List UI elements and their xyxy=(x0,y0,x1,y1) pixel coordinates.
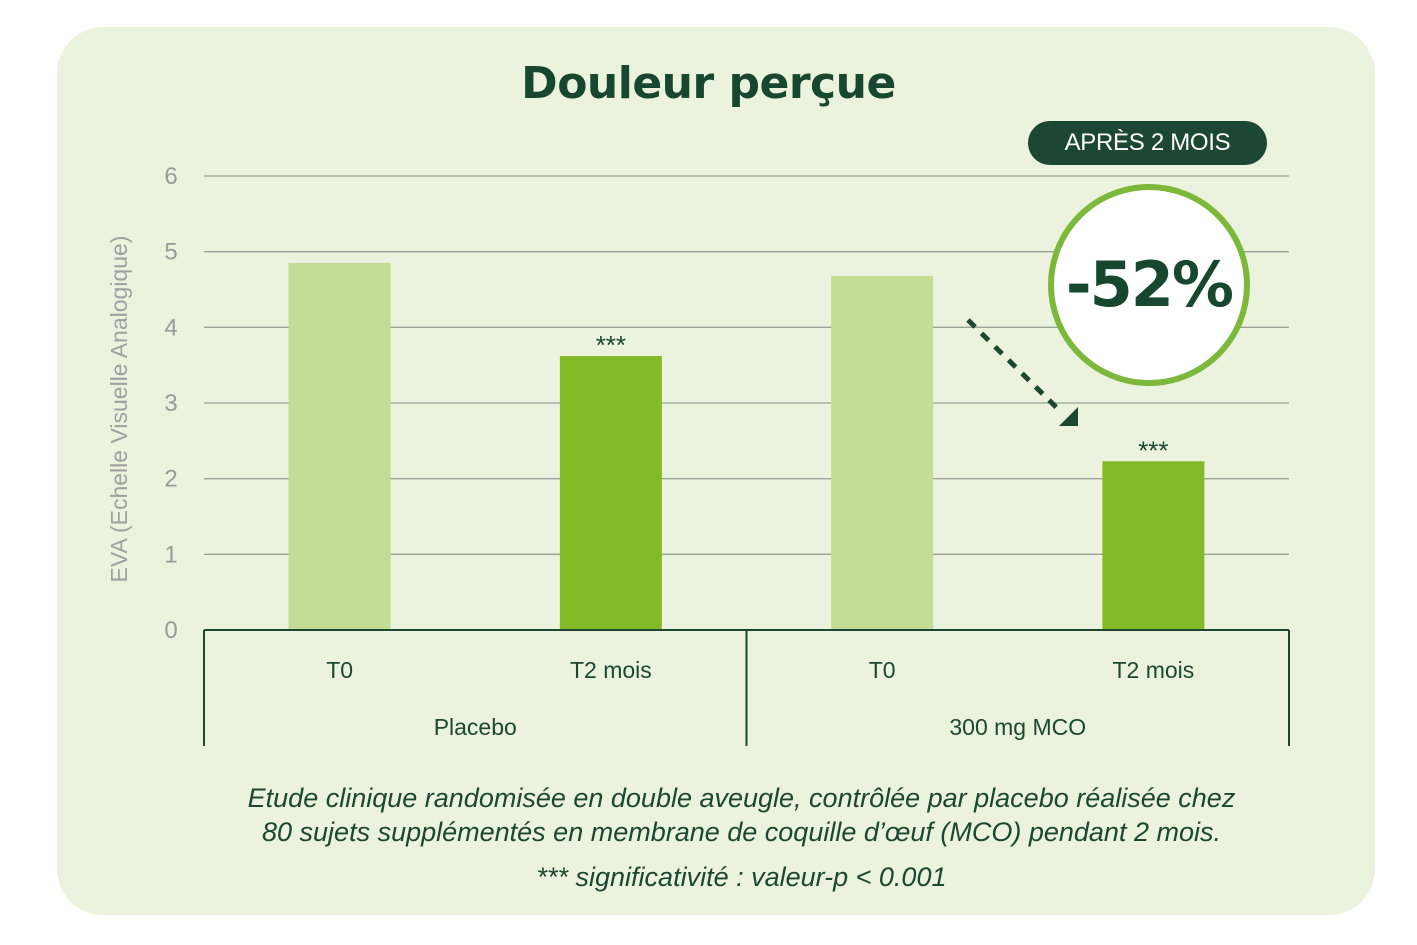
chart-title: Douleur perçue xyxy=(521,58,896,109)
bar-300-mg-mco-t2-mois xyxy=(1102,461,1205,630)
period-badge: APRÈS 2 MOIS xyxy=(1028,121,1267,165)
reduction-percent: -52% xyxy=(1066,248,1233,321)
y-tick-label: 1 xyxy=(164,541,177,568)
group-label: Placebo xyxy=(434,714,517,740)
y-axis-title: EVA (Echelle Visuelle Analogique) xyxy=(106,236,132,583)
y-tick-label: 2 xyxy=(164,466,177,493)
y-tick-label: 6 xyxy=(164,163,177,190)
reduction-arrow-head xyxy=(1059,407,1078,426)
reduction-circle xyxy=(1048,184,1250,386)
y-tick-label: 4 xyxy=(164,314,177,341)
y-tick-label: 0 xyxy=(164,617,177,644)
x-tick-label: T0 xyxy=(869,657,896,683)
x-tick-label: T0 xyxy=(326,657,353,683)
y-tick-label: 5 xyxy=(164,239,177,266)
reduction-arrow-line xyxy=(966,318,1060,411)
group-label: 300 mg MCO xyxy=(949,714,1086,740)
footnote-line-2: 80 sujets supplémentés en membrane de co… xyxy=(262,817,1221,847)
significance-label: *** xyxy=(596,330,626,360)
y-tick-label: 3 xyxy=(164,390,177,417)
footnote-line-1: Etude clinique randomisée en double aveu… xyxy=(247,783,1236,813)
bar-placebo-t0 xyxy=(288,263,391,630)
significance-label: *** xyxy=(1138,435,1168,465)
bar-300-mg-mco-t0 xyxy=(831,275,934,630)
footnote-significance: *** significativité : valeur-p < 0.001 xyxy=(536,862,947,892)
x-tick-label: T2 mois xyxy=(1112,657,1194,683)
x-tick-label: T2 mois xyxy=(570,657,652,683)
bar-placebo-t2-mois xyxy=(559,356,662,630)
